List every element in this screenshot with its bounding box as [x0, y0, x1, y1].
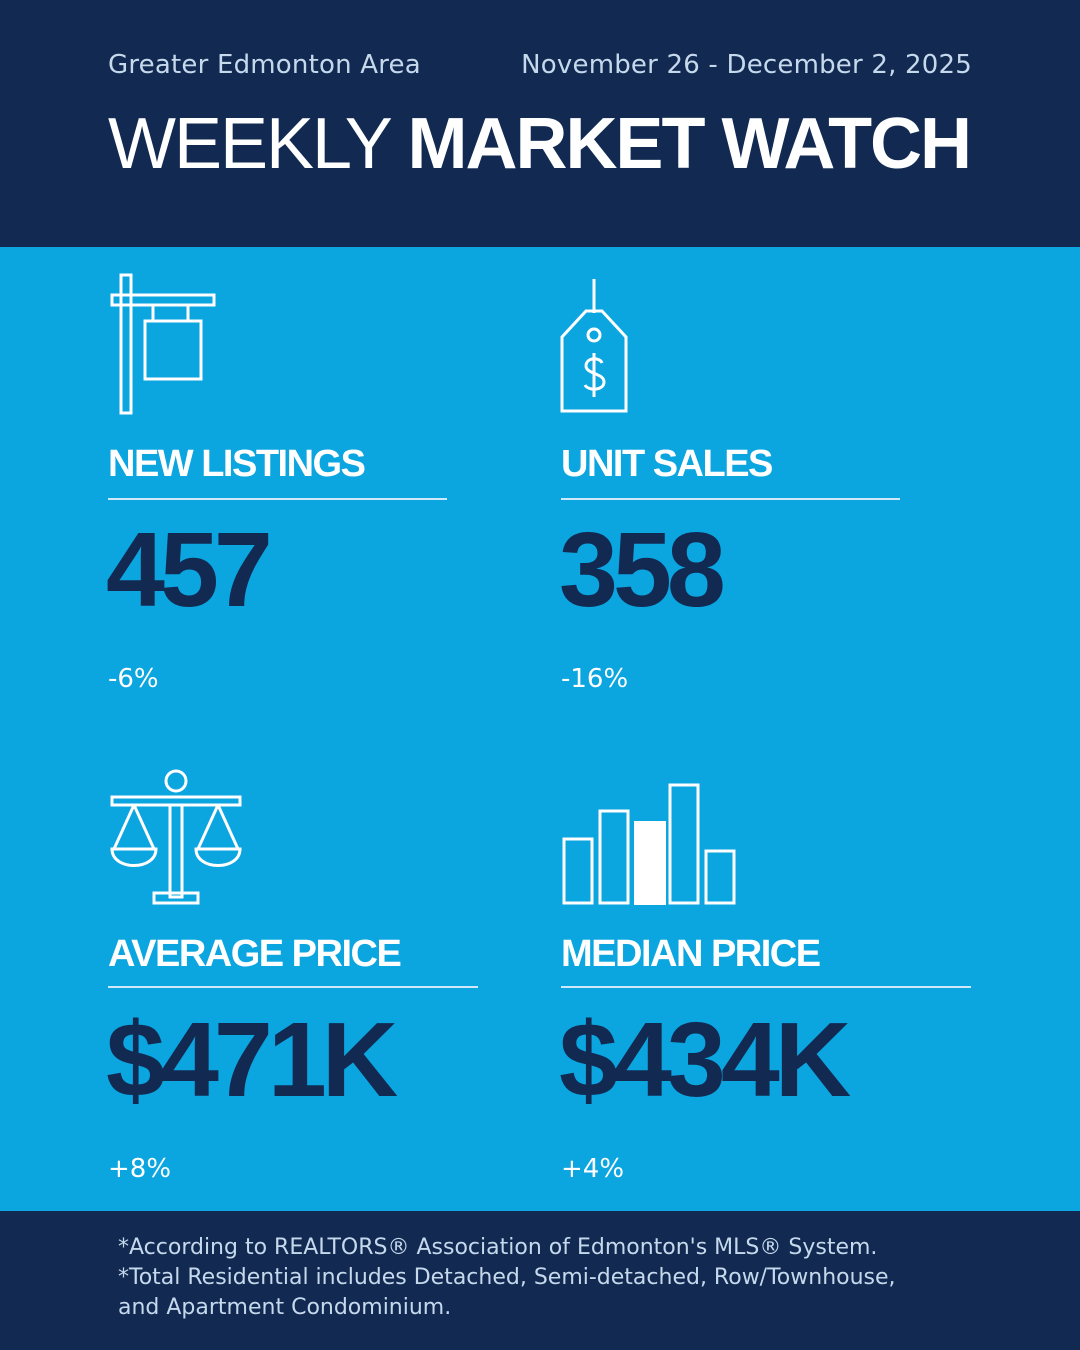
page-title: WEEKLY MARKET WATCH — [108, 108, 972, 180]
footer-notes: *According to REALTORS® Association of E… — [0, 1211, 1080, 1350]
stats-panel: NEW LISTINGS 457 -6% UNIT SALES 358 -16% — [0, 247, 1080, 1211]
divider — [108, 498, 447, 500]
footnote-definition: *Total Residential includes Detached, Se… — [118, 1265, 896, 1290]
bar-chart-icon — [562, 783, 736, 905]
stat-change: +4% — [561, 1154, 625, 1184]
stat-label: AVERAGE PRICE — [108, 933, 402, 975]
scales-icon — [110, 769, 242, 905]
title-bold: MARKET WATCH — [407, 104, 972, 184]
stat-label: MEDIAN PRICE — [561, 933, 821, 975]
footnote-definition-cont: and Apartment Condominium. — [118, 1295, 452, 1320]
stat-change: -16% — [561, 664, 629, 694]
stat-label: UNIT SALES — [561, 443, 773, 485]
region-label: Greater Edmonton Area — [108, 50, 421, 80]
stat-label: NEW LISTINGS — [108, 443, 366, 485]
stat-value: 358 — [559, 511, 726, 629]
for-sale-sign-icon — [110, 273, 216, 415]
stat-value: $471K — [106, 1001, 398, 1119]
stat-change: -6% — [108, 664, 159, 694]
footnote-source: *According to REALTORS® Association of E… — [118, 1235, 878, 1260]
stat-value: $434K — [559, 1001, 851, 1119]
stat-change: +8% — [108, 1154, 172, 1184]
title-light: WEEKLY — [108, 104, 391, 184]
divider — [561, 498, 900, 500]
divider — [561, 986, 971, 988]
date-range: November 26 - December 2, 2025 — [521, 50, 972, 80]
stat-value: 457 — [106, 511, 273, 629]
price-tag-icon — [560, 279, 628, 413]
divider — [108, 986, 478, 988]
header-banner: Greater Edmonton Area November 26 - Dece… — [0, 0, 1080, 247]
